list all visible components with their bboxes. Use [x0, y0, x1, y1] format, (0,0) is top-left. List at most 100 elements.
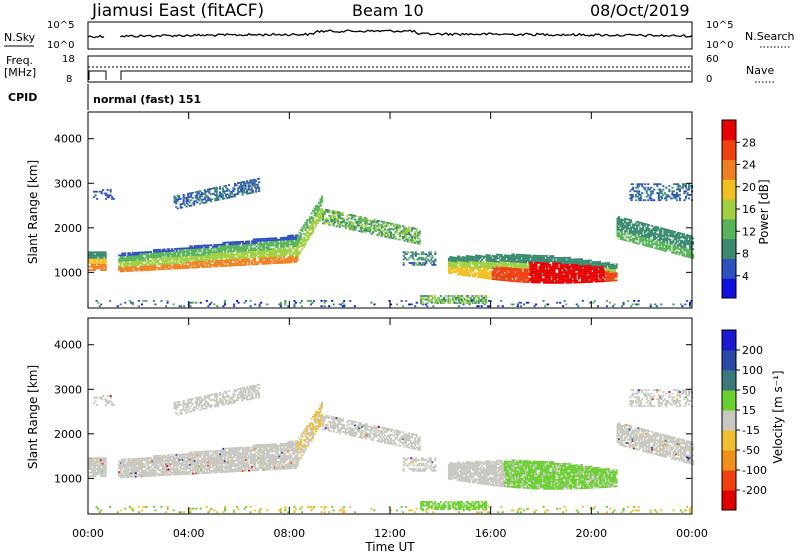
- power-cell: [379, 234, 382, 237]
- power-cell: [211, 258, 214, 261]
- power-cell: [172, 257, 175, 259]
- power-cell: [652, 237, 655, 240]
- power-cell: [196, 255, 199, 258]
- power-cell: [411, 256, 414, 259]
- power-cell: [433, 295, 436, 297]
- power-cell: [338, 226, 341, 228]
- power-cell: [220, 247, 223, 250]
- power-cell: [541, 265, 544, 268]
- power-cell: [229, 243, 232, 246]
- power-cell: [394, 237, 397, 240]
- power-cell: [240, 248, 243, 250]
- power-cell: [130, 264, 133, 267]
- power-cell: [273, 253, 276, 256]
- power-cell: [565, 264, 568, 266]
- power-cell: [291, 245, 294, 248]
- power-cell: [521, 263, 524, 265]
- power-cell: [408, 303, 411, 306]
- power-cell: [652, 229, 655, 231]
- power-cell: [692, 255, 695, 258]
- power-cell: [403, 229, 406, 231]
- power-cell: [223, 248, 226, 251]
- power-cell: [305, 221, 308, 224]
- power-cell: [546, 267, 549, 270]
- power-cell: [368, 219, 371, 222]
- power-cell: [237, 244, 240, 247]
- power-cell: [639, 194, 642, 196]
- power-cell: [187, 265, 190, 267]
- power-cell: [537, 256, 540, 259]
- power-cell: [559, 273, 562, 275]
- power-cell: [151, 261, 154, 264]
- power-cell: [263, 248, 266, 251]
- power-cell: [217, 252, 220, 255]
- power-cell: [285, 242, 288, 244]
- power-cell: [332, 224, 335, 227]
- power-cell: [625, 228, 628, 231]
- velocity-cell: [98, 469, 101, 472]
- colorbar-segment: [722, 218, 736, 240]
- power-cell: [226, 189, 229, 192]
- power-cell: [184, 258, 187, 260]
- power-cell: [149, 254, 152, 257]
- power-cell: [580, 263, 583, 266]
- power-cell: [541, 278, 544, 280]
- power-cell: [417, 253, 420, 255]
- power-cell: [622, 224, 625, 227]
- power-cell: [125, 263, 128, 265]
- power-cell: [681, 250, 684, 253]
- power-cell: [264, 252, 267, 254]
- power-cell: [490, 258, 493, 261]
- power-cell: [255, 241, 258, 244]
- power-cell: [166, 301, 169, 304]
- power-cell: [484, 264, 487, 267]
- power-cell: [287, 305, 290, 308]
- power-cell: [310, 223, 313, 225]
- power-cell: [595, 264, 598, 267]
- power-cell: [450, 256, 453, 259]
- power-cell: [202, 248, 205, 251]
- power-cell: [634, 242, 637, 244]
- power-cell: [450, 263, 453, 266]
- power-cell: [146, 265, 149, 268]
- power-cell: [544, 305, 547, 308]
- power-cell: [309, 221, 312, 224]
- power-cell: [467, 257, 470, 259]
- power-cell: [206, 190, 209, 193]
- colorbar-tick-label: 8: [742, 248, 749, 261]
- power-cell: [547, 281, 550, 284]
- power-cell: [310, 224, 313, 227]
- power-cell: [636, 185, 639, 187]
- power-cell: [254, 243, 257, 246]
- power-cell: [95, 251, 98, 254]
- power-cell: [134, 253, 137, 256]
- power-cell: [567, 278, 570, 280]
- power-cell: [612, 276, 615, 278]
- power-cell: [588, 275, 591, 278]
- power-cell: [546, 280, 549, 282]
- power-cell: [476, 261, 479, 264]
- power-cell: [678, 232, 681, 234]
- power-cell: [201, 264, 204, 267]
- power-cell: [249, 181, 252, 184]
- power-cell: [316, 211, 319, 214]
- power-cell: [462, 302, 465, 304]
- power-cell: [568, 265, 571, 268]
- power-cell: [162, 252, 165, 254]
- power-cell: [479, 255, 482, 257]
- power-cell: [219, 252, 222, 255]
- power-cell: [580, 270, 583, 273]
- power-cell: [293, 261, 296, 264]
- power-cell: [246, 189, 249, 192]
- power-cell: [669, 245, 672, 248]
- power-cell: [240, 183, 243, 186]
- power-cell: [642, 224, 645, 227]
- power-cell: [224, 184, 227, 187]
- power-cell: [163, 250, 166, 253]
- power-cell: [616, 224, 619, 227]
- power-cell: [505, 279, 508, 282]
- power-cell: [479, 264, 482, 266]
- power-cell: [240, 188, 243, 191]
- power-cell: [496, 278, 499, 281]
- power-cell: [397, 224, 400, 227]
